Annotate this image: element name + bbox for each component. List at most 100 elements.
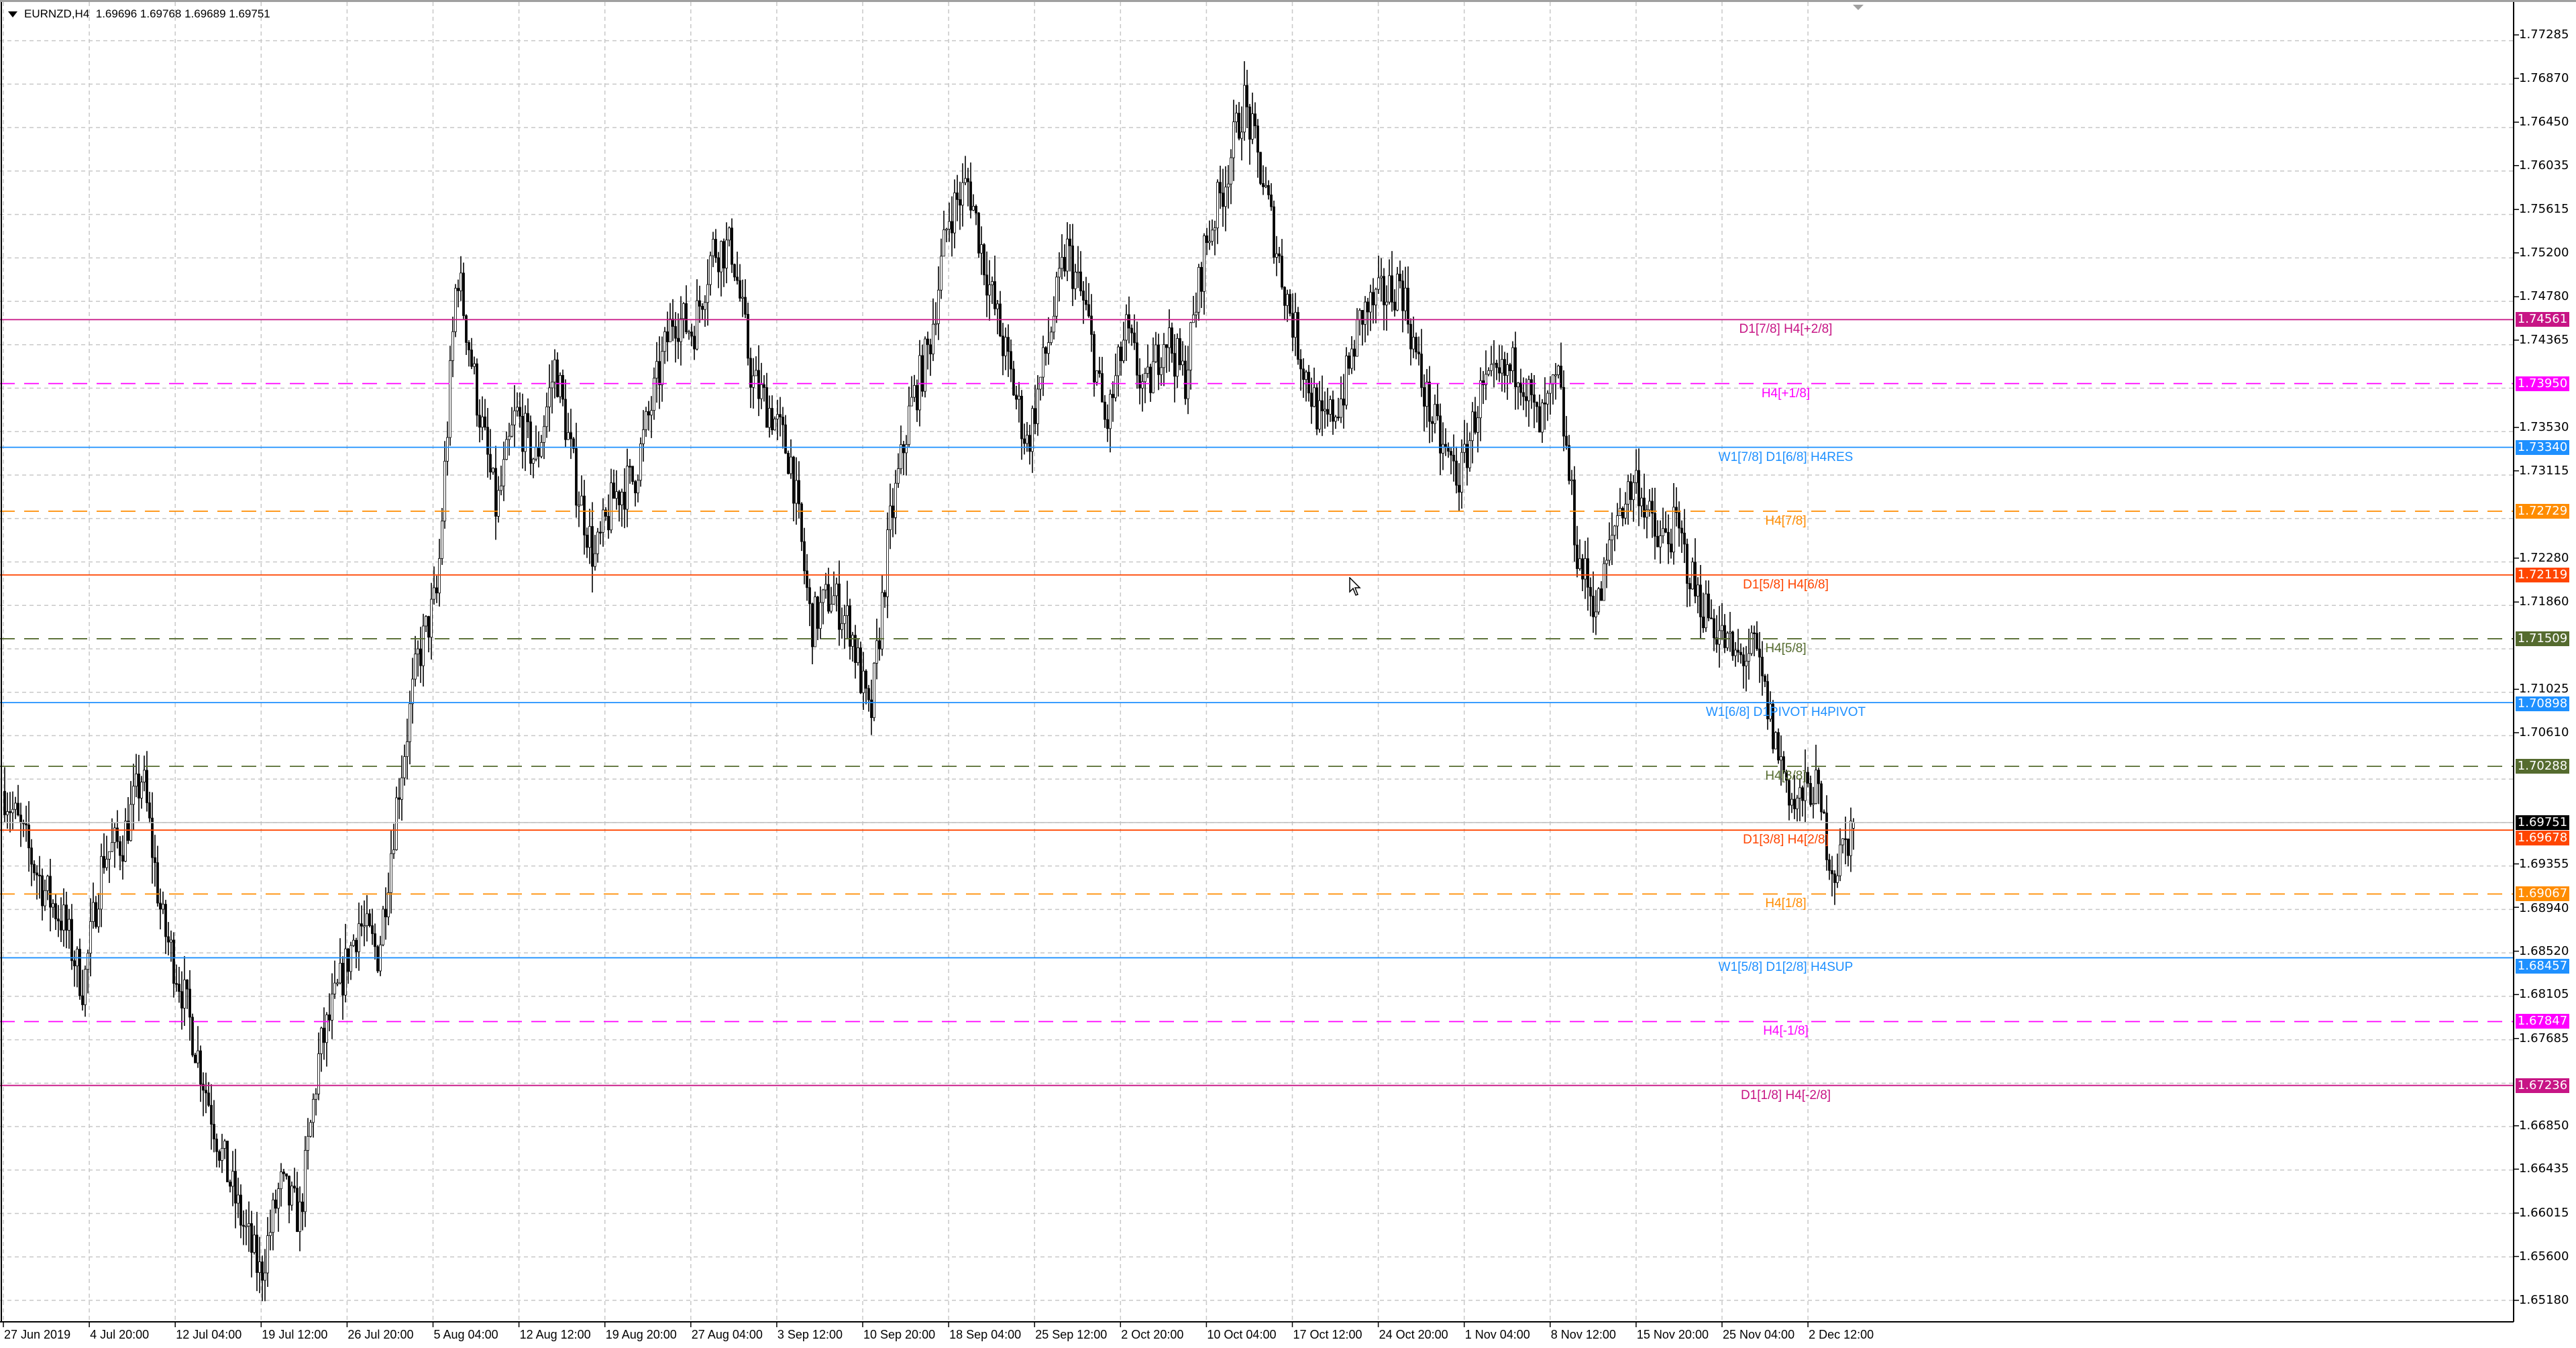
candle-body	[1849, 821, 1852, 856]
candle-body	[1672, 507, 1675, 553]
candle-body	[725, 240, 728, 269]
candle-body	[1790, 798, 1793, 806]
candle-body	[1256, 125, 1259, 153]
candle-body	[197, 1050, 199, 1064]
candle-body	[159, 902, 162, 910]
candle-body	[1181, 360, 1184, 366]
candle-body	[1458, 484, 1460, 492]
candle-body	[288, 1176, 290, 1206]
candle-body	[1087, 304, 1090, 317]
candle-body	[57, 919, 60, 922]
candle-body	[1117, 346, 1120, 376]
candle-body	[261, 1261, 264, 1281]
candle-body	[1793, 798, 1796, 809]
candle-body	[653, 378, 655, 411]
candle-body	[1498, 367, 1501, 374]
candle-body	[441, 521, 443, 559]
candle-body	[1635, 470, 1638, 483]
candle-body	[1058, 268, 1061, 278]
candle-body	[599, 531, 602, 533]
candle-body	[162, 904, 164, 910]
candle-body	[1646, 509, 1648, 518]
candle-body	[1608, 539, 1611, 561]
candle-body	[392, 849, 395, 854]
candle-body	[543, 426, 545, 443]
candle-body	[1023, 438, 1026, 444]
price-axis-label: 1.74780	[2519, 289, 2569, 304]
candle-body	[239, 1194, 242, 1226]
candle-body	[1230, 157, 1232, 185]
candle-body	[787, 452, 790, 474]
candle-body	[1603, 563, 1605, 601]
candle-body	[81, 995, 84, 1005]
candle-body	[540, 442, 543, 457]
candle-body	[1063, 257, 1066, 272]
candle-body	[258, 1261, 261, 1273]
candle-body	[1479, 380, 1482, 419]
candle-body	[1707, 593, 1710, 619]
level-label: H4[+1/8]	[1761, 386, 1811, 401]
level-label: D1[5/8] H4[6/8]	[1743, 577, 1829, 592]
candle-body	[1471, 411, 1474, 442]
price-axis-label: 1.76870	[2519, 70, 2569, 85]
candle-body	[178, 984, 180, 992]
candle-body	[1780, 756, 1782, 761]
candle-body	[411, 678, 414, 705]
level-price-tag: 1.73340	[2516, 439, 2569, 455]
candle-body	[1739, 652, 1742, 656]
candle-body	[1522, 392, 1525, 397]
candle-body	[384, 909, 387, 917]
dropdown-triangle-icon[interactable]	[8, 11, 17, 18]
price-axis-label: 1.71025	[2519, 682, 2569, 696]
candle-body	[1101, 373, 1104, 403]
candle-body	[1114, 375, 1117, 399]
candle-body	[1597, 588, 1600, 613]
price-axis-label: 1.67685	[2519, 1031, 2569, 1045]
level-price-tag: 1.69067	[2516, 886, 2569, 902]
candle-body	[527, 413, 529, 423]
candle-body	[1638, 470, 1640, 507]
candle-body	[1847, 838, 1849, 856]
candle-body	[1047, 342, 1050, 354]
candle-body	[1589, 586, 1592, 597]
candle-body	[806, 570, 808, 588]
time-axis-label: 19 Aug 20:00	[605, 1328, 677, 1341]
candle-body	[89, 921, 92, 954]
candle-body	[693, 335, 696, 350]
candle-body	[419, 648, 422, 666]
candle-body	[6, 811, 9, 815]
candle-body	[1353, 348, 1356, 357]
candle-body	[811, 603, 814, 647]
candle-body	[948, 221, 951, 229]
candle-body	[1262, 183, 1265, 187]
candle-body	[376, 946, 379, 972]
candle-body	[170, 939, 172, 943]
candle-body	[1530, 379, 1533, 395]
candle-body	[1415, 337, 1417, 353]
time-axis-label: 26 Jul 20:00	[347, 1328, 414, 1341]
candle-body	[1283, 287, 1286, 306]
candle-body	[800, 503, 803, 542]
candle-body	[400, 777, 403, 800]
candle-body	[1369, 292, 1372, 313]
candle-body	[763, 384, 765, 388]
candle-body	[865, 670, 867, 689]
candle-body	[323, 1027, 325, 1043]
candle-body	[1358, 310, 1361, 320]
candle-body	[1584, 558, 1587, 580]
candle-body	[62, 904, 65, 931]
candle-body	[1667, 531, 1670, 545]
candle-body	[320, 1027, 323, 1054]
candle-body	[113, 827, 116, 843]
candle-body	[1318, 400, 1321, 429]
candle-body	[798, 480, 800, 505]
level-label: H4[7/8]	[1765, 513, 1807, 528]
time-axis-label: 5 Aug 04:00	[433, 1328, 498, 1341]
candle-body	[889, 505, 892, 530]
candle-body	[1517, 382, 1519, 388]
mouse-cursor-icon	[1349, 577, 1361, 596]
candle-body	[194, 1054, 197, 1064]
candle-body	[744, 297, 747, 315]
candle-body	[443, 460, 446, 521]
